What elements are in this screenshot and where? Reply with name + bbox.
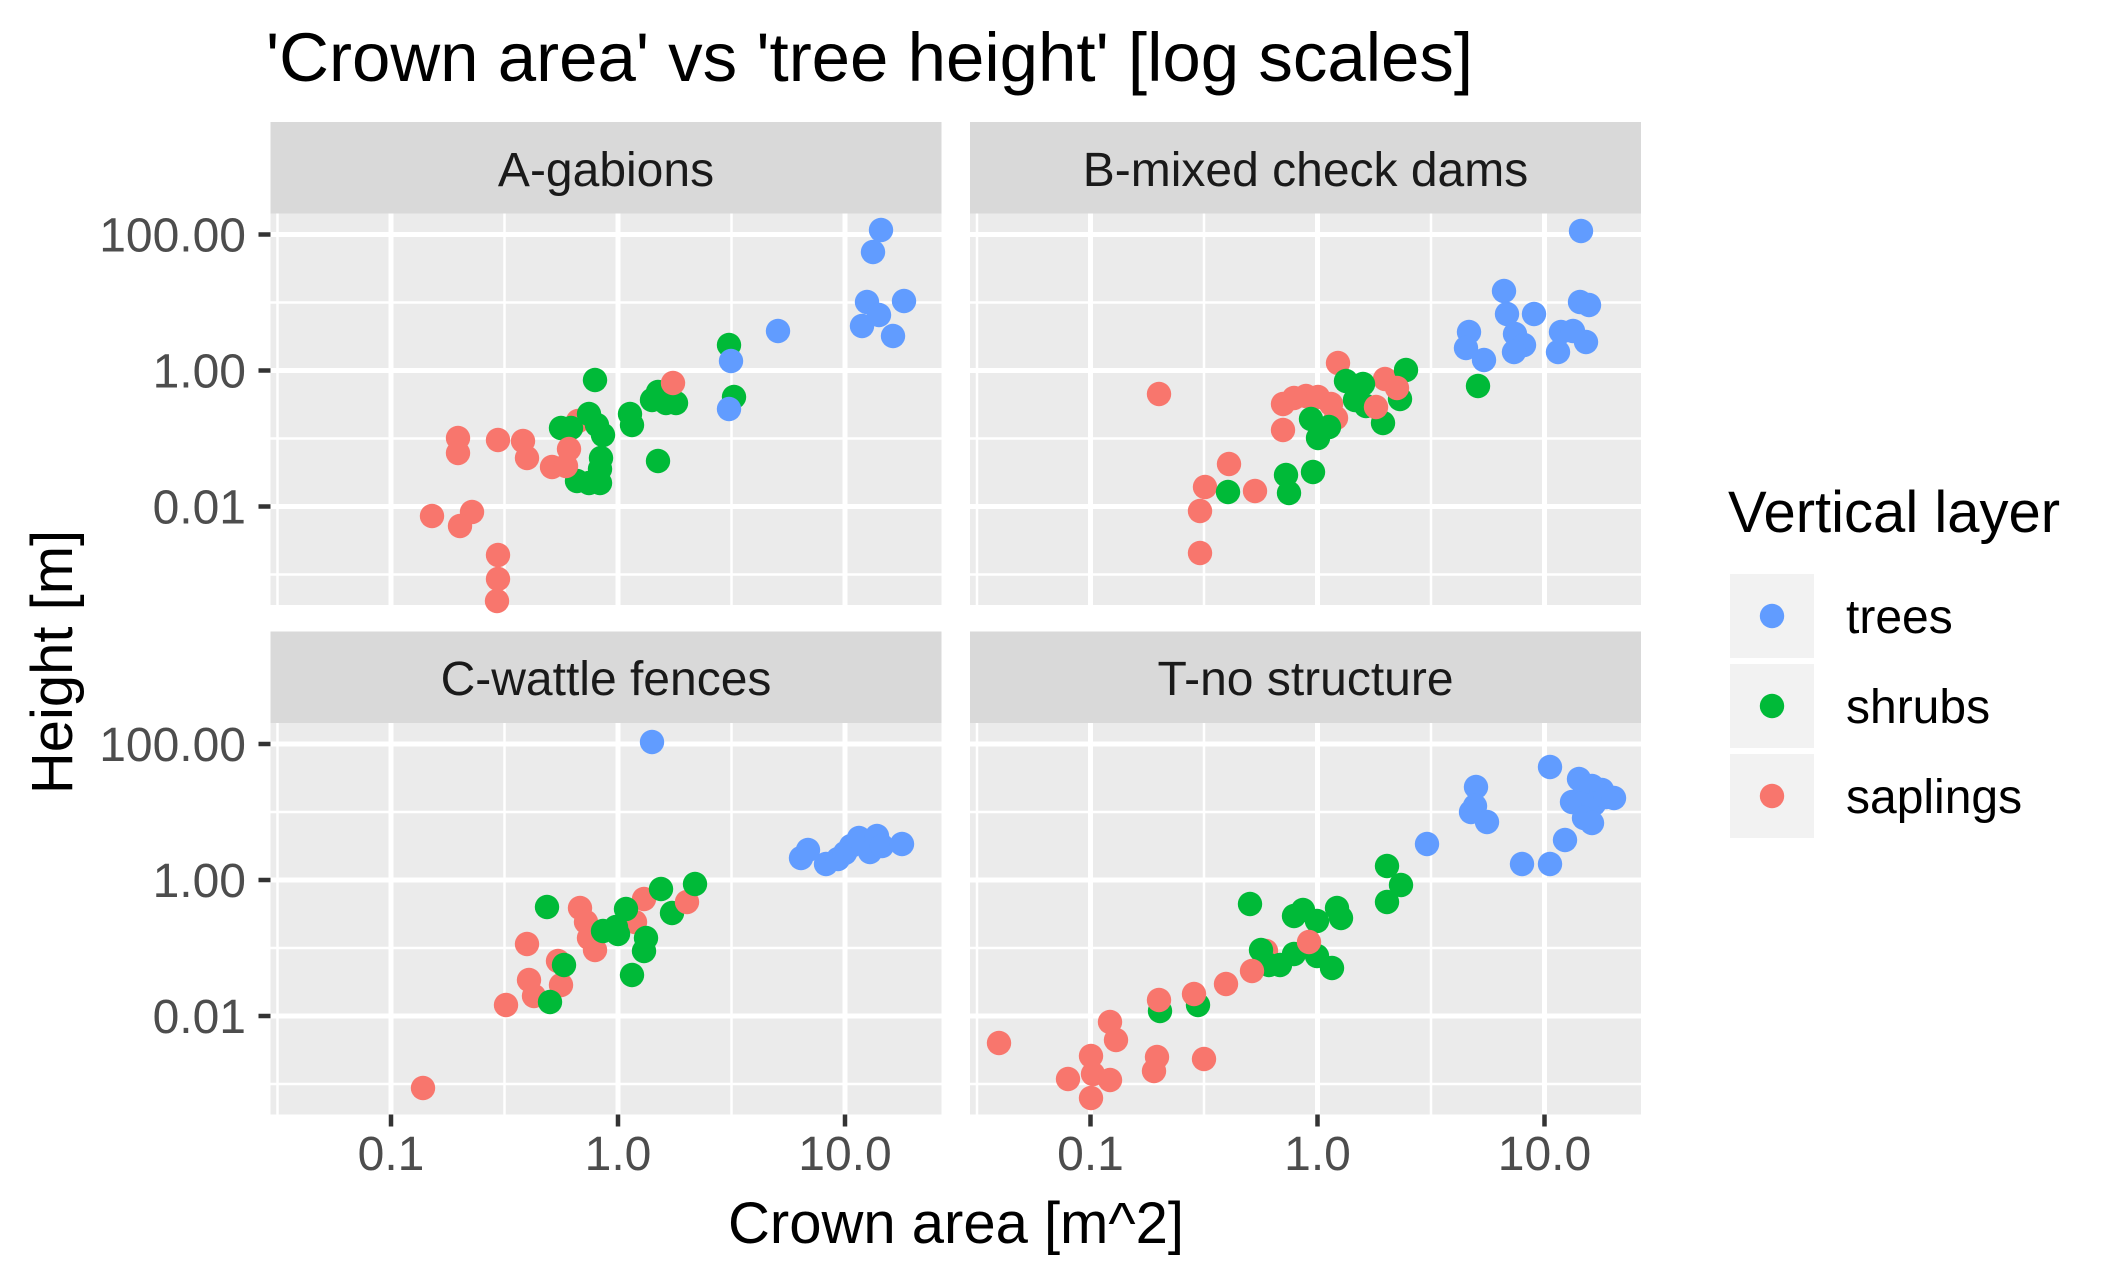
svg-text:0.1: 0.1 xyxy=(1057,1128,1124,1181)
svg-text:0.01: 0.01 xyxy=(153,991,246,1044)
svg-text:0.01: 0.01 xyxy=(153,482,246,535)
svg-text:T-no structure: T-no structure xyxy=(1157,653,1453,706)
svg-text:B-mixed check dams: B-mixed check dams xyxy=(1083,144,1528,197)
svg-text:100.00: 100.00 xyxy=(99,719,246,772)
svg-text:0.1: 0.1 xyxy=(358,1128,425,1181)
svg-text:10.0: 10.0 xyxy=(1498,1128,1591,1181)
svg-text:trees: trees xyxy=(1846,591,1953,644)
svg-text:'Crown area' vs 'tree height': 'Crown area' vs 'tree height' [log scale… xyxy=(266,19,1473,96)
svg-text:C-wattle fences: C-wattle fences xyxy=(441,653,772,706)
svg-text:A-gabions: A-gabions xyxy=(498,144,714,197)
svg-text:Height [m]: Height [m] xyxy=(20,530,85,794)
svg-text:Vertical layer: Vertical layer xyxy=(1728,480,2060,545)
svg-text:100.00: 100.00 xyxy=(99,210,246,263)
svg-text:1.0: 1.0 xyxy=(1284,1128,1351,1181)
svg-text:1.00: 1.00 xyxy=(153,855,246,908)
svg-text:1.00: 1.00 xyxy=(153,346,246,399)
svg-text:1.0: 1.0 xyxy=(585,1128,652,1181)
svg-text:saplings: saplings xyxy=(1846,771,2022,824)
svg-text:shrubs: shrubs xyxy=(1846,681,1990,734)
svg-text:Crown area [m^2]: Crown area [m^2] xyxy=(728,1191,1184,1256)
svg-text:10.0: 10.0 xyxy=(798,1128,891,1181)
